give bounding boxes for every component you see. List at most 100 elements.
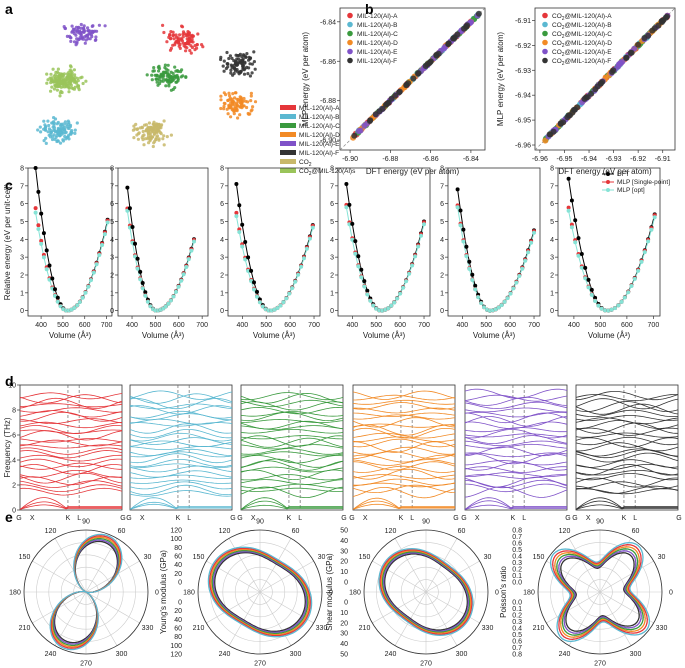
kpoint-label: X bbox=[140, 515, 145, 522]
phonon-band bbox=[464, 401, 568, 409]
phonon-band bbox=[19, 458, 123, 468]
phonon-band bbox=[465, 483, 568, 493]
mlp-opt-point bbox=[407, 271, 412, 276]
polar-angle-label: 180 bbox=[349, 590, 361, 597]
tsne-point-C bbox=[158, 81, 162, 86]
tsne-point-D bbox=[245, 105, 249, 110]
tsne-point-E bbox=[77, 37, 81, 42]
tsne-point-B bbox=[61, 138, 65, 142]
tsne-point-F bbox=[252, 60, 256, 64]
tsne-point-CO2 bbox=[142, 143, 146, 147]
tsne-point-A bbox=[169, 46, 173, 51]
tsne-point-E bbox=[86, 26, 90, 30]
tsne-point-F bbox=[232, 71, 236, 76]
tsne-point-C bbox=[167, 78, 171, 82]
mlp-opt-point bbox=[145, 299, 150, 304]
tsne-point-E bbox=[70, 24, 74, 28]
mlp-opt-point bbox=[401, 285, 406, 290]
dft-point bbox=[470, 272, 475, 277]
tsne-point-D bbox=[250, 108, 254, 112]
tsne-point-F bbox=[243, 67, 247, 71]
tsne-point-B bbox=[52, 126, 57, 130]
dft-point bbox=[138, 269, 143, 274]
kpoint-label: L bbox=[298, 515, 302, 522]
tsne-point-B bbox=[63, 125, 67, 129]
phonon-ylabel: Frequency (THz) bbox=[3, 417, 12, 477]
phonon-band bbox=[240, 435, 343, 440]
y-tick-label: 3 bbox=[440, 255, 444, 262]
mlp-opt-point bbox=[293, 279, 298, 284]
tsne-point-CO2MIL bbox=[50, 85, 54, 89]
polar-radial-tick: 10 bbox=[340, 610, 348, 617]
y-tick-label: 5 bbox=[20, 219, 24, 226]
tsne-point-A bbox=[174, 35, 179, 39]
dft-point bbox=[39, 211, 44, 216]
phonon-band bbox=[575, 417, 679, 425]
tsne-point-C bbox=[145, 73, 149, 77]
tsne-point-A bbox=[171, 30, 175, 34]
tsne-point-D bbox=[228, 96, 232, 100]
y-tick-label: -6.86 bbox=[320, 59, 336, 66]
x-tick-label: 700 bbox=[308, 322, 320, 329]
phonon-band bbox=[129, 390, 233, 400]
phonon-band bbox=[575, 401, 679, 413]
y-tick-label: 1 bbox=[20, 290, 24, 297]
phonon-band bbox=[464, 421, 568, 430]
polar-radial-tick: 20 bbox=[340, 620, 348, 627]
tsne-point-B bbox=[43, 123, 47, 127]
phonon-band bbox=[575, 500, 678, 510]
phonon-band bbox=[129, 463, 233, 469]
energy-legend-label: MLP [Single-point] bbox=[617, 179, 670, 186]
tsne-point-F bbox=[221, 64, 225, 68]
tsne-point-D bbox=[222, 91, 226, 95]
tsne-point-F bbox=[250, 71, 254, 75]
panel-label-b: b bbox=[365, 1, 374, 17]
polar-radial-tick: 60 bbox=[174, 554, 182, 561]
phonon-band bbox=[19, 472, 123, 484]
tsne-point-CO2 bbox=[134, 122, 138, 126]
phonon-subplot-D bbox=[352, 384, 456, 511]
energy-legend-marker bbox=[606, 188, 610, 192]
parity-legend-label: MIL-120(Al)-C bbox=[357, 31, 398, 38]
mlp-opt-point bbox=[80, 295, 85, 300]
phonon-band bbox=[575, 409, 679, 417]
tsne-point-F bbox=[226, 62, 230, 66]
tsne-point-A bbox=[188, 48, 192, 53]
tsne-point-F bbox=[238, 69, 243, 74]
polar-grid-spoke bbox=[599, 560, 654, 593]
tsne-point-CO2MIL bbox=[76, 79, 80, 83]
tsne-point-A bbox=[177, 44, 181, 48]
tsne-legend-swatch bbox=[280, 168, 296, 173]
tsne-point-CO2MIL bbox=[67, 90, 71, 94]
polar-radial-tick: 40 bbox=[174, 562, 182, 569]
tsne-point-A bbox=[195, 46, 199, 50]
tsne-point-B bbox=[73, 128, 77, 132]
mlp-opt-point bbox=[163, 304, 168, 309]
dft-point bbox=[467, 259, 472, 264]
mlp-opt-point bbox=[616, 303, 621, 308]
mlp-opt-point bbox=[410, 263, 415, 268]
dft-point bbox=[359, 267, 364, 272]
mlp-opt-point bbox=[629, 284, 634, 288]
tsne-point-F bbox=[226, 65, 230, 69]
polar-grid-spoke bbox=[425, 560, 480, 593]
phonon-band bbox=[240, 406, 344, 415]
tsne-point-E bbox=[62, 25, 66, 29]
kpoint-label: X bbox=[30, 515, 35, 522]
polar-angle-label: 90 bbox=[422, 519, 430, 526]
tsne-point-A bbox=[184, 49, 188, 53]
phonon-band bbox=[129, 481, 233, 490]
tsne-point-CO2 bbox=[147, 121, 151, 125]
energy-axes-box bbox=[557, 167, 661, 317]
mlp-opt-point bbox=[593, 299, 598, 303]
x-tick-label: 400 bbox=[236, 322, 248, 329]
tsne-point-B bbox=[46, 130, 50, 134]
tsne-point-CO2MIL bbox=[45, 72, 49, 76]
mlp-opt-point bbox=[284, 296, 289, 301]
phonon-band bbox=[19, 421, 123, 429]
phonon-band bbox=[129, 484, 233, 495]
tsne-point-A bbox=[178, 33, 182, 37]
phonon-band bbox=[352, 399, 456, 405]
tsne-point-E bbox=[103, 24, 107, 28]
parity-point-F bbox=[658, 18, 665, 25]
